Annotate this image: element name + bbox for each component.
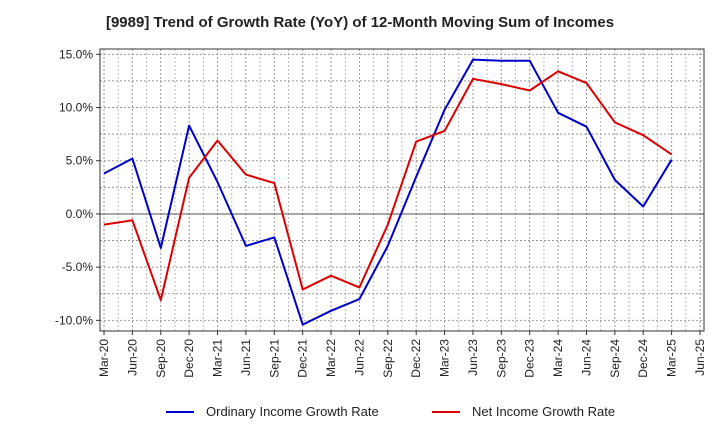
x-tick-label: Jun-23 <box>466 339 480 376</box>
x-tick-label: Mar-20 <box>97 339 111 377</box>
x-tick-label: Sep-24 <box>608 339 622 378</box>
x-tick-label: Mar-21 <box>211 339 225 377</box>
x-tick-label: Dec-24 <box>636 339 650 378</box>
legend-item-ordinary: Ordinary Income Growth Rate <box>166 404 379 419</box>
x-tick-label: Jun-20 <box>125 339 139 376</box>
legend-label-ordinary: Ordinary Income Growth Rate <box>206 404 379 419</box>
grid-layer <box>100 49 704 331</box>
plot-border <box>99 48 705 332</box>
x-tick-label: Dec-20 <box>182 339 196 378</box>
legend-item-net: Net Income Growth Rate <box>432 404 615 419</box>
x-tick-label: Jun-21 <box>239 339 253 376</box>
x-tick-label: Mar-24 <box>551 339 565 377</box>
x-tick-label: Jun-24 <box>579 339 593 376</box>
x-tick-label: Sep-22 <box>381 339 395 378</box>
y-tick-label: 0.0% <box>66 207 94 221</box>
chart-title: [9989] Trend of Growth Rate (YoY) of 12-… <box>105 14 615 31</box>
y-tick-label: 5.0% <box>66 154 94 168</box>
x-tick-label: Jun-25 <box>693 339 707 376</box>
y-tick-label: 10.0% <box>59 101 93 115</box>
x-tick-label: Jun-22 <box>352 339 366 376</box>
x-tick-label: Dec-21 <box>296 339 310 378</box>
x-tick-label: Sep-21 <box>267 339 281 378</box>
x-tick-label: Dec-23 <box>523 339 537 378</box>
series-line-net-income <box>103 70 673 302</box>
y-tick-label: -5.0% <box>62 260 94 274</box>
legend: Ordinary Income Growth Rate Net Income G… <box>0 404 720 424</box>
y-axis: 15.0% 10.0% 5.0% 0.0% -5.0% -10.0% <box>55 47 100 327</box>
x-tick-label: Mar-25 <box>665 339 679 377</box>
x-tick-label: Mar-22 <box>324 339 338 377</box>
series-line-ordinary-income <box>103 58 673 326</box>
legend-swatch-ordinary <box>166 410 194 413</box>
x-tick-label: Sep-20 <box>154 339 168 378</box>
x-tick-label: Dec-22 <box>409 339 423 378</box>
series-layer <box>103 58 673 326</box>
x-tick-label: Mar-23 <box>438 339 452 377</box>
y-tick-label: 15.0% <box>59 47 93 61</box>
legend-swatch-net <box>432 410 460 413</box>
x-axis: Mar-20 Jun-20 Sep-20 Dec-20 Mar-21 Jun-21 Sep-… <box>97 331 707 378</box>
x-tick-label: Sep-23 <box>494 339 508 378</box>
y-tick-label: -10.0% <box>55 313 93 327</box>
legend-label-net: Net Income Growth Rate <box>472 404 616 419</box>
